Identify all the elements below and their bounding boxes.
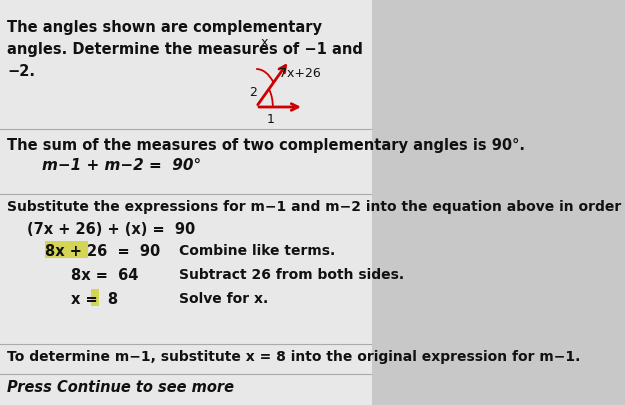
Bar	[91, 289, 99, 306]
Text: m−1 + m−2 =  90°: m−1 + m−2 = 90°	[42, 158, 201, 173]
Text: 2: 2	[249, 86, 257, 99]
Text: Combine like terms.: Combine like terms.	[179, 243, 335, 257]
Text: Solve for x.: Solve for x.	[179, 291, 268, 305]
Bar	[44, 241, 88, 258]
Text: 8x + 26  =  90: 8x + 26 = 90	[44, 243, 160, 258]
Text: x =  8: x = 8	[71, 291, 119, 306]
Text: To determine m−1, substitute x = 8 into the original expression for m−1.: To determine m−1, substitute x = 8 into …	[7, 349, 581, 363]
Text: Substitute the expressions for m−1 and m−2 into the equation above in order to s: Substitute the expressions for m−1 and m…	[7, 200, 625, 213]
Text: The angles shown are complementary: The angles shown are complementary	[7, 20, 322, 35]
Text: The sum of the measures of two complementary angles is 90°.: The sum of the measures of two complemen…	[7, 138, 525, 153]
Text: angles. Determine the measures of −1 and: angles. Determine the measures of −1 and	[7, 42, 363, 57]
Text: 8x =  64: 8x = 64	[71, 267, 139, 282]
Text: −2.: −2.	[7, 64, 35, 79]
Text: x: x	[261, 36, 268, 49]
Text: Press Continue to see more: Press Continue to see more	[7, 379, 234, 394]
Text: 1: 1	[267, 113, 275, 126]
Text: Subtract 26 from both sides.: Subtract 26 from both sides.	[179, 267, 404, 281]
Text: 7x+26: 7x+26	[279, 66, 321, 79]
Text: (7x + 26) + (x) =  90: (7x + 26) + (x) = 90	[27, 222, 195, 237]
